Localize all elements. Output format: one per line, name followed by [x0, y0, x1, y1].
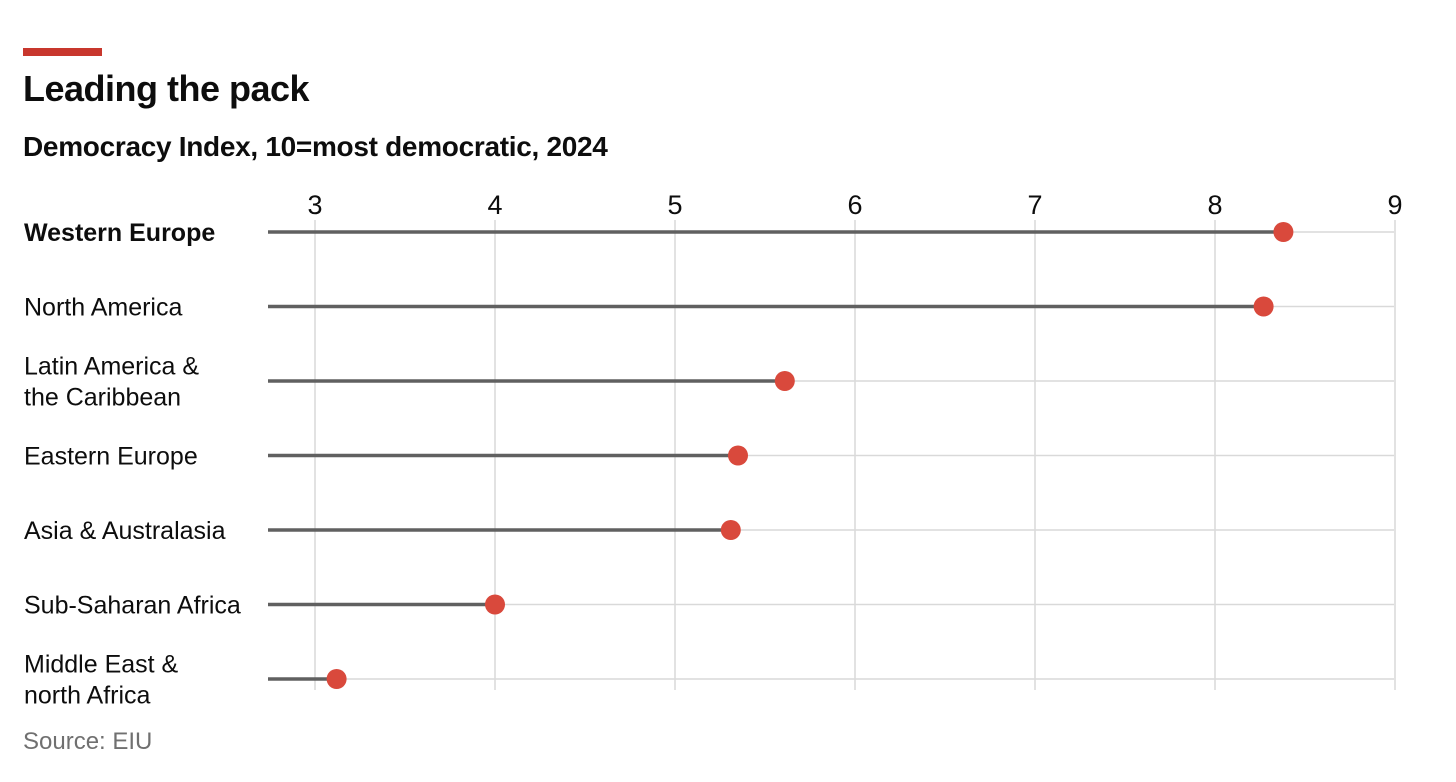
chart-title: Leading the pack	[23, 68, 310, 109]
category-label-line: Middle East &	[24, 651, 179, 679]
category-label: Western Europe	[24, 219, 215, 247]
lollipop-dot	[1253, 296, 1274, 317]
category-label: Asia & Australasia	[24, 517, 226, 545]
category-label-line: Western Europe	[24, 219, 215, 247]
category-label-line: Sub-Saharan Africa	[24, 592, 241, 620]
x-tick-label: 8	[1207, 190, 1222, 220]
chart-subtitle: Democracy Index, 10=most democratic, 202…	[23, 131, 608, 162]
category-label-line: North America	[24, 294, 182, 322]
category-label: North America	[24, 294, 182, 322]
category-label-line: Asia & Australasia	[24, 517, 226, 545]
lollipop-dot	[720, 520, 741, 540]
lollipop-dot	[728, 445, 748, 466]
category-label: Eastern Europe	[24, 443, 198, 471]
x-tick-label: 6	[847, 190, 862, 220]
lollipop-dot	[485, 594, 505, 615]
category-label: Middle East & north Africa	[24, 651, 179, 710]
category-label-line: Latin America &	[24, 353, 199, 381]
accent-bar	[23, 48, 102, 56]
category-label-line: the Caribbean	[24, 384, 181, 412]
x-tick-label: 7	[1027, 190, 1042, 220]
lollipop-dot	[326, 669, 347, 689]
category-label: Sub-Saharan Africa	[24, 592, 241, 620]
source-note: Source: EIU	[23, 728, 153, 755]
x-tick-label: 4	[487, 190, 502, 220]
category-label: Latin America & the Caribbean	[24, 353, 199, 412]
lollipop-dot	[774, 371, 795, 391]
category-label-line: Eastern Europe	[24, 443, 198, 471]
category-label-line: north Africa	[24, 682, 151, 710]
x-tick-label: 3	[307, 190, 322, 220]
lollipop-chart: 3 4 5 6 7 8 9 Western Europe North America Latin …	[24, 190, 1403, 710]
lollipop-dot	[1273, 222, 1294, 242]
x-tick-label: 9	[1387, 190, 1402, 220]
x-tick-label: 5	[667, 190, 682, 220]
